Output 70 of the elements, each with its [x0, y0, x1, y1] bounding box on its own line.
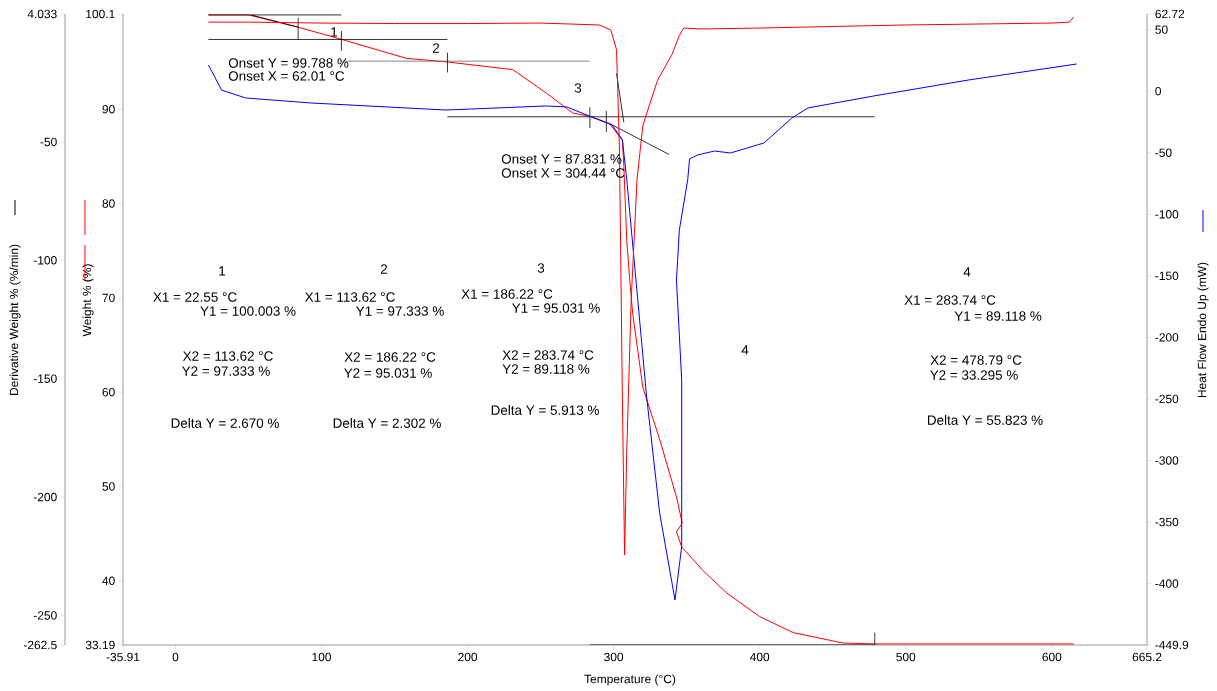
annotation: X1 = 283.74 °C	[904, 295, 996, 305]
annotation: X1 = 22.55 °C	[153, 292, 237, 302]
annotation: Y1 = 97.333 %	[356, 306, 444, 316]
x-axis-title: Temperature (°C)	[584, 674, 676, 686]
y-axis-title: Weight % (%)	[82, 264, 94, 337]
y2-tick-label: 50	[1155, 25, 1168, 34]
y-tick-label: 70	[102, 293, 115, 303]
annotation: Delta Y = 55.823 %	[927, 415, 1043, 425]
y-tick-label: 90	[102, 105, 115, 114]
annotation: X2 = 283.74 °C	[502, 350, 594, 360]
annotation: Y1 = 100.003 %	[200, 306, 296, 316]
y2-tick-label: -350	[1155, 517, 1179, 527]
annotation: Onset Y = 99.788 %	[228, 58, 349, 68]
y-tick-label: 100.1	[86, 9, 115, 19]
y-tick-label: 33.19	[85, 640, 115, 650]
y2-tick-label: -449.9	[1155, 640, 1189, 650]
x-tick-label: 0	[172, 652, 179, 662]
annotation: 3	[574, 83, 582, 93]
annotation: X2 = 113.62 °C	[182, 351, 273, 361]
y3-tick-label: -150	[33, 374, 57, 383]
annotation: 2	[432, 43, 440, 53]
y3-axis-title: Derivative Weight % (%/min)	[9, 244, 21, 395]
annotation: Delta Y = 2.302 %	[333, 418, 441, 428]
y2-tick-label: -250	[1155, 394, 1179, 404]
annotation: 1	[331, 27, 338, 37]
annotation: Y2 = 95.031 %	[344, 368, 432, 378]
y2-tick-label: -150	[1155, 271, 1179, 281]
y2-tick-label: -400	[1155, 579, 1179, 588]
annotation: Y2 = 33.295 %	[930, 370, 1018, 380]
y-tick-label: 80	[102, 199, 115, 208]
annotation: X1 = 113.62 °C	[304, 292, 395, 302]
y3-tick-label: 4.033	[27, 9, 57, 19]
annotation: Delta Y = 2.670 %	[171, 418, 279, 428]
y2-tick-label: -300	[1155, 456, 1179, 465]
y3-tick-label: -200	[33, 492, 57, 502]
annotation: X2 = 186.22 °C	[344, 352, 436, 362]
y2-tick-label: -200	[1155, 333, 1179, 342]
annotation: 1	[219, 266, 226, 276]
annotation: X2 = 478.79 °C	[930, 355, 1022, 365]
x-tick-label: 500	[896, 652, 916, 662]
x-tick-label: 100	[312, 652, 332, 662]
y2-tick-label: -100	[1155, 210, 1179, 219]
x-tick-label: 600	[1042, 652, 1062, 662]
annotation: Onset X = 62.01 °C	[228, 71, 345, 81]
x-tick-label: 200	[458, 652, 478, 662]
x-tick-label: -35.91	[106, 652, 140, 662]
y2-tick-label: -50	[1155, 148, 1172, 157]
y3-tick-label: -100	[33, 256, 57, 265]
annotation: Y1 = 95.031 %	[512, 303, 600, 313]
x-tick-label: 665.2	[1132, 652, 1162, 662]
annotation: X1 = 186.22 °C	[461, 289, 553, 299]
annotation: 4	[741, 345, 749, 355]
annotation: 3	[537, 263, 545, 273]
x-tick-label: 300	[604, 652, 624, 662]
y-tick-label: 50	[102, 482, 115, 491]
annotation: 2	[380, 264, 388, 274]
y2-tick-label: 0	[1155, 86, 1162, 96]
annotation: Y1 = 89.118 %	[954, 311, 1042, 321]
y2-axis-title: Heat Flow Endo Up (mW)	[1197, 262, 1209, 398]
annotation: Y2 = 89.118 %	[502, 364, 590, 374]
y3-tick-label: -262.5	[23, 640, 57, 650]
y-tick-label: 40	[102, 576, 115, 585]
y3-tick-label: -50	[40, 137, 57, 147]
annotation: 4	[963, 267, 971, 277]
y2-tick-label: 62.72	[1155, 9, 1185, 19]
y-tick-label: 60	[102, 387, 115, 397]
annotation: Delta Y = 5.913 %	[491, 405, 599, 415]
y3-tick-label: -250	[33, 611, 57, 620]
annotation: Y2 = 97.333 %	[181, 366, 270, 376]
x-tick-label: 400	[750, 652, 770, 662]
